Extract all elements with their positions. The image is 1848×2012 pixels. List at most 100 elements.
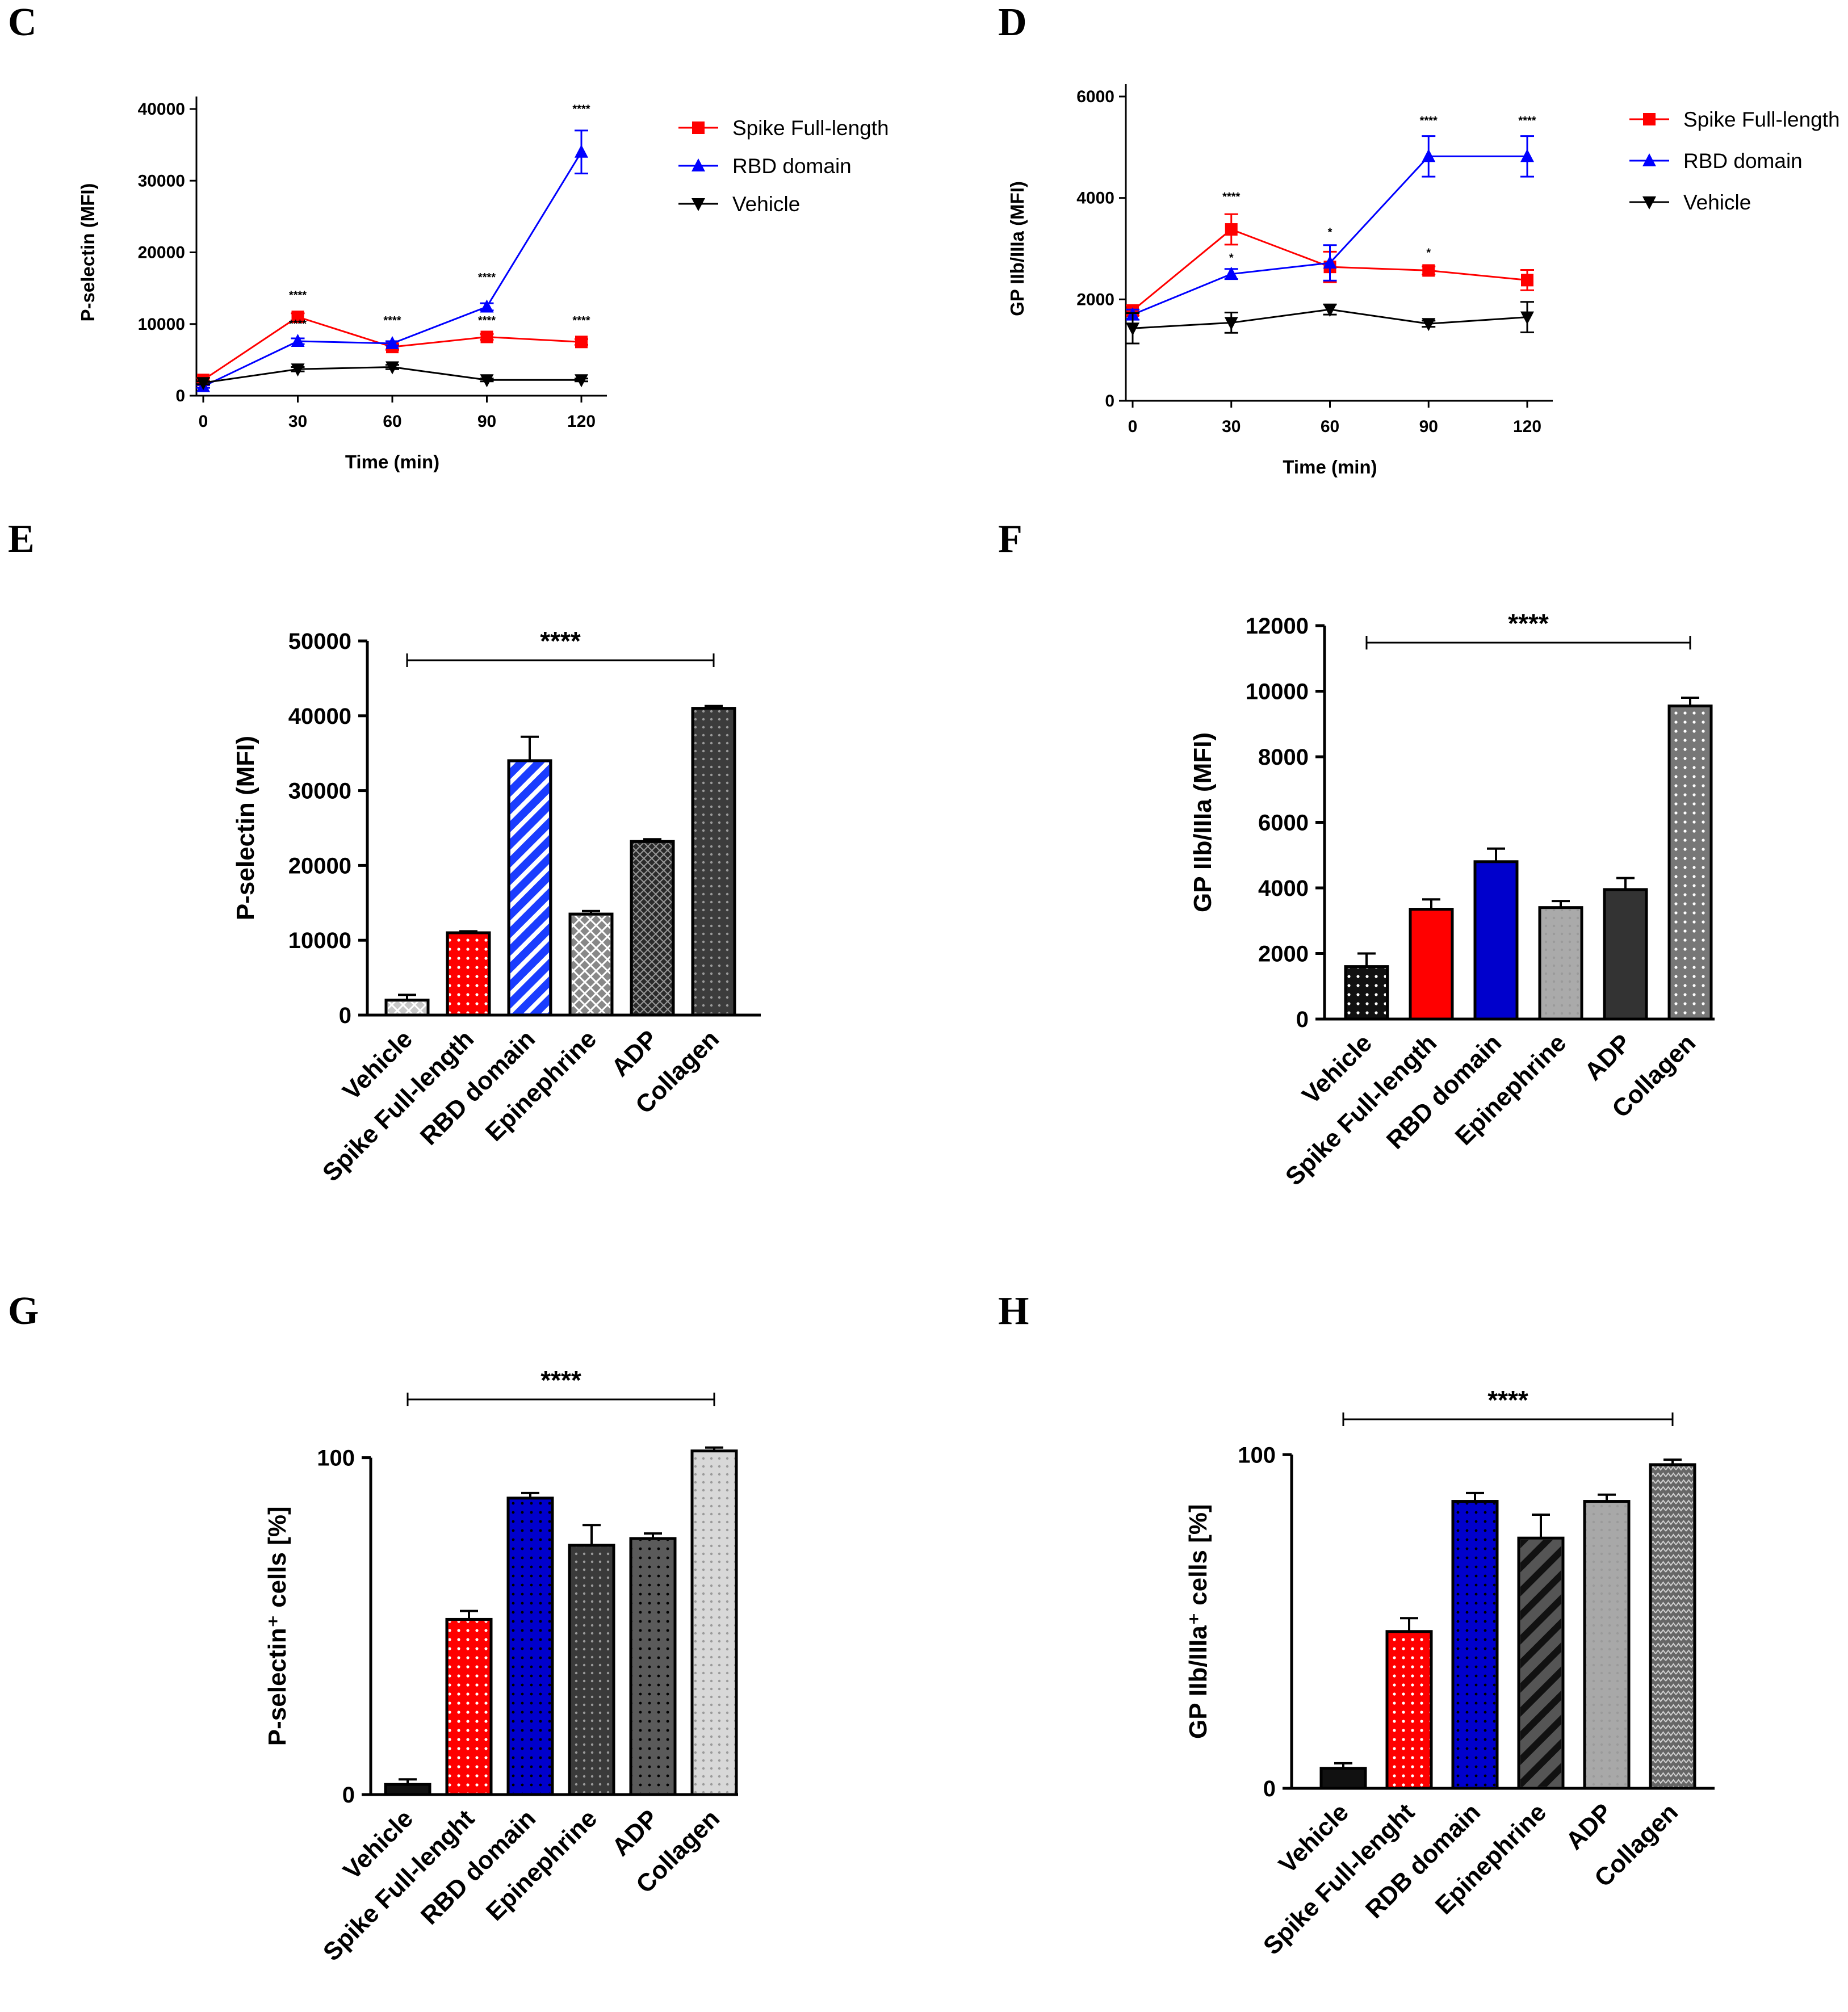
bar-group-vehicle	[1319, 1762, 1367, 1790]
bar-pattern	[449, 1621, 489, 1793]
data-point	[291, 311, 304, 324]
significance-label: ****	[572, 315, 590, 327]
y-tick-label: 20000	[138, 244, 185, 262]
bar-pattern	[571, 1546, 612, 1793]
data-point	[1521, 274, 1533, 287]
data-point	[1224, 317, 1238, 330]
y-axis-title: P-selectin (MFI)	[232, 736, 259, 920]
data-point	[575, 336, 588, 349]
category-label-rdb-domain: RDB domain	[1360, 1798, 1486, 1923]
chart-panel-c: 0 10000 20000 30000 40000 0 30 60 90 120 Time (min…	[77, 97, 889, 472]
x-tick-label: 0	[1128, 417, 1138, 436]
y-tick-label: 40000	[138, 100, 185, 119]
significance-label: ****	[478, 315, 496, 327]
data-point	[480, 330, 493, 343]
category-label-rbd-domain: RBD domain	[1381, 1029, 1507, 1154]
bar-pattern	[633, 843, 672, 1013]
y-tick-label: 0	[175, 387, 185, 405]
x-tick-label: 60	[1321, 417, 1339, 436]
data-point	[1520, 149, 1534, 162]
y-axis-title: P-selectin (MFI)	[77, 183, 98, 322]
significance-label: *	[1426, 246, 1431, 259]
bar-pattern	[388, 1001, 426, 1013]
legend-marker-rbd-domain	[692, 158, 705, 171]
y-tick-label: 40000	[288, 704, 351, 729]
y-tick-label: 12000	[1246, 614, 1309, 639]
data-point	[1323, 255, 1337, 269]
x-tick-label: 60	[383, 412, 401, 431]
y-axis-title: P-selectin⁺ cells [%]	[263, 1506, 291, 1746]
y-tick-label: 30000	[138, 171, 185, 190]
significance-label: ****	[1420, 115, 1438, 127]
y-axis-title: GP IIb/IIIa (MFI)	[1189, 732, 1217, 912]
x-tick-label: 30	[1222, 417, 1241, 436]
bar-group-rbd-domain	[506, 1491, 554, 1796]
panel-letter-c: C	[8, 1, 37, 44]
x-tick-label: 120	[567, 412, 596, 431]
category-label-adp: ADP	[607, 1804, 664, 1861]
chart-panel-e: 0 10000 20000 30000 40000 50000 P-selectin (MF…	[232, 626, 761, 1187]
data-point	[1422, 318, 1436, 332]
y-tick-label: 4000	[1258, 876, 1309, 901]
significance-label: ****	[289, 290, 307, 302]
data-point	[480, 299, 494, 313]
legend-label-vehicle: Vehicle	[732, 192, 800, 216]
bar-group-epinephrine	[568, 1524, 615, 1796]
y-tick-label: 10000	[138, 315, 185, 334]
bar-vehicle	[1319, 1767, 1367, 1790]
panel-letter-f: F	[998, 517, 1023, 561]
data-point	[291, 363, 305, 377]
bar-group-vehicle	[1344, 952, 1389, 1021]
x-axis-title: Time (min)	[345, 451, 439, 472]
bar-pattern	[1671, 707, 1709, 1017]
data-point	[480, 374, 494, 388]
bar-group-adp	[1603, 877, 1648, 1021]
y-tick-label: 100	[1238, 1443, 1276, 1468]
chart-panel-f: 0 2000 4000 6000 8000 10000 12000 GP IIb/IIIa (…	[1189, 609, 1715, 1191]
data-point	[1225, 223, 1238, 236]
x-tick-label: 90	[1419, 417, 1438, 436]
bar-group-rbd-domain	[1473, 847, 1519, 1021]
data-point	[1520, 311, 1534, 325]
legend-marker-spike-full-length	[1643, 113, 1656, 125]
y-tick-label: 100	[317, 1446, 355, 1471]
bar-group-collagen	[690, 1446, 738, 1796]
series-vehicle	[196, 361, 588, 391]
data-point	[1422, 149, 1436, 162]
y-tick-label: 0	[1296, 1007, 1309, 1032]
y-tick-label: 10000	[288, 928, 351, 953]
bar-group-vehicle	[384, 1778, 431, 1796]
legend-label-vehicle: Vehicle	[1683, 191, 1751, 214]
y-tick-label: 6000	[1258, 811, 1309, 836]
y-tick-label: 8000	[1258, 745, 1309, 770]
bar-spike-full-length	[1409, 908, 1454, 1021]
y-tick-label: 0	[339, 1003, 351, 1028]
bar-pattern	[572, 916, 610, 1013]
significance-label: ****	[1518, 115, 1536, 127]
bar-group-spike-full-length	[1409, 898, 1454, 1021]
y-tick-label: 6000	[1076, 87, 1114, 106]
bar-group-rbd-domain	[507, 735, 552, 1017]
bar-group-epinephrine	[1538, 900, 1583, 1021]
data-point	[575, 144, 588, 158]
bar-group-epinephrine	[1517, 1514, 1565, 1790]
data-point	[1126, 322, 1139, 336]
bar-group-adp	[630, 838, 675, 1017]
bar-pattern	[1586, 1503, 1627, 1787]
x-tick-label: 30	[288, 412, 307, 431]
bar-group-spike-full-lenght	[445, 1609, 493, 1796]
category-label-adp: ADP	[1561, 1798, 1617, 1855]
bar-group-rdb-domain	[1451, 1491, 1499, 1790]
data-point	[1224, 266, 1238, 280]
x-tick-label: 120	[1513, 417, 1541, 436]
y-tick-label: 20000	[288, 853, 351, 878]
significance-label: ****	[540, 626, 581, 656]
significance-label: ****	[1222, 191, 1240, 203]
significance-label: *	[1328, 227, 1332, 239]
series-vehicle	[1126, 301, 1534, 345]
bar-group-vehicle	[384, 994, 430, 1017]
y-axis-title: GP IIb/IIIa⁺ cells [%]	[1184, 1504, 1212, 1739]
data-point	[1323, 304, 1337, 317]
bar-pattern	[1541, 909, 1580, 1017]
y-tick-label: 50000	[288, 629, 351, 654]
